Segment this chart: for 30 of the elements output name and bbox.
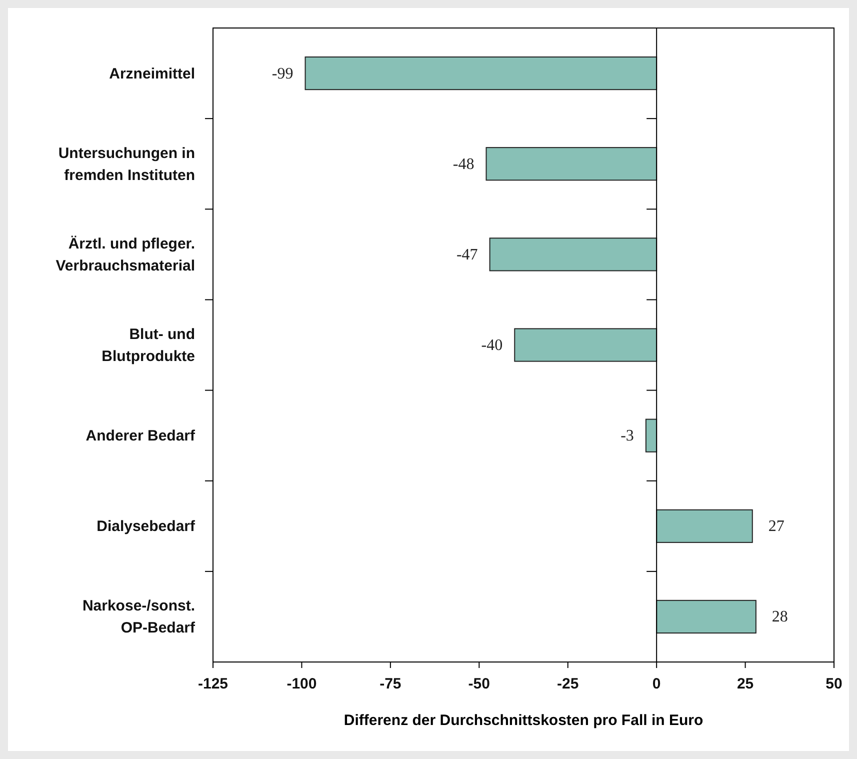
data-label: -3 [620,428,634,445]
data-label: -40 [481,337,503,354]
bar [514,328,658,362]
y-tick-label: Anderer Bedarf [86,428,196,445]
x-tick-label: -75 [380,676,402,693]
x-tick-label: 25 [736,676,754,693]
y-tick-label: Untersuchungen in fremden Instituten [58,144,195,184]
bar [645,418,658,452]
data-label: -99 [272,65,294,82]
bar [304,56,658,90]
x-tick-label: -50 [468,676,490,693]
y-tick-label: Ärztl. und pfleger. Verbrauchsmaterial [56,235,195,274]
bar [656,509,753,543]
y-tick-label: Arzneimittel [109,65,195,82]
x-axis-title: Differenz der Durchschnittskosten pro Fall in Euro [344,712,704,729]
bar [489,238,658,272]
bar [656,600,756,634]
x-tick-label: 0 [652,676,661,693]
data-label: 28 [772,608,788,626]
x-tick-label: 50 [826,676,842,693]
data-label: -47 [456,246,478,264]
y-tick-label: Blut- und Blutprodukte [102,326,195,365]
data-label: 27 [768,518,784,536]
bar [486,147,658,181]
y-tick-label: Narkose-/sonst. OP-Bedarf [82,598,196,637]
data-label: -48 [452,156,474,173]
x-tick-label: -25 [557,676,579,693]
y-tick-label: Dialysebedarf [96,518,196,536]
x-tick-label: -125 [198,676,228,693]
x-tick-label: -100 [286,676,317,693]
